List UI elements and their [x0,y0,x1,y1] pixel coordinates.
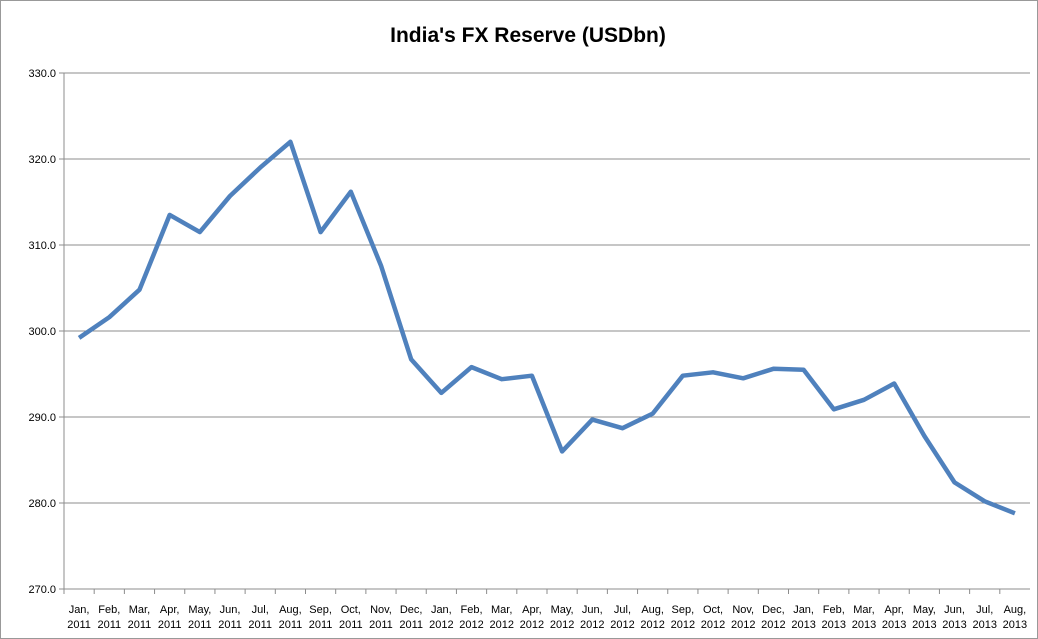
x-tick-label: Jun, 2013 [942,604,966,631]
x-tick-label: Jul, 2011 [248,604,272,631]
x-tick-label: Oct, 2011 [339,604,363,631]
x-tick-label: Nov, 2012 [731,604,755,631]
y-tick-label: 310.0 [28,240,56,252]
y-tick-label: 270.0 [28,584,56,596]
x-tick-label: May, 2011 [188,604,212,631]
x-tick-label: May, 2013 [912,604,936,631]
x-tick-label: Jan, 2012 [429,604,453,631]
x-tick-label: Feb, 2012 [459,604,483,631]
x-tick-label: Mar, 2013 [852,604,876,631]
y-tick-label: 280.0 [28,498,56,510]
x-tick-label: Dec, 2011 [399,604,423,631]
x-tick-label: Aug, 2012 [640,604,664,631]
x-tick-label: Jul, 2013 [972,604,996,631]
y-tick-label: 320.0 [28,154,56,166]
y-tick-label: 330.0 [28,68,56,80]
x-tick-label: Jun, 2012 [580,604,604,631]
x-tick-label: Sep, 2012 [671,604,695,631]
x-tick-label: Feb, 2011 [97,604,121,631]
x-tick-label: Jun, 2011 [218,604,242,631]
x-tick-label: Apr, 2012 [520,604,544,631]
y-tick-label: 290.0 [28,412,56,424]
x-tick-label: Jan, 2013 [791,604,815,631]
x-tick-label: Oct, 2012 [701,604,725,631]
x-tick-label: Sep, 2011 [309,604,333,631]
x-tick-label: Nov, 2011 [369,604,393,631]
data-line [77,139,1016,516]
x-tick-label: Mar, 2012 [489,604,513,631]
y-tick-label: 300.0 [28,326,56,338]
x-tick-label: Aug, 2011 [279,604,303,631]
x-tick-label: Feb, 2013 [822,604,846,631]
x-tick-label: Apr, 2013 [882,604,906,631]
x-tick-label: May, 2012 [550,604,574,631]
chart-title: India's FX Reserve (USDbn) [390,24,666,47]
x-tick-label: Aug, 2013 [1003,604,1027,631]
x-tick-label: Dec, 2012 [761,604,785,631]
x-tick-label: Mar, 2011 [128,604,152,631]
x-tick-label: Jan, 2011 [67,604,91,631]
x-tick-label: Jul, 2012 [610,604,634,631]
x-tick-label: Apr, 2011 [158,604,182,631]
